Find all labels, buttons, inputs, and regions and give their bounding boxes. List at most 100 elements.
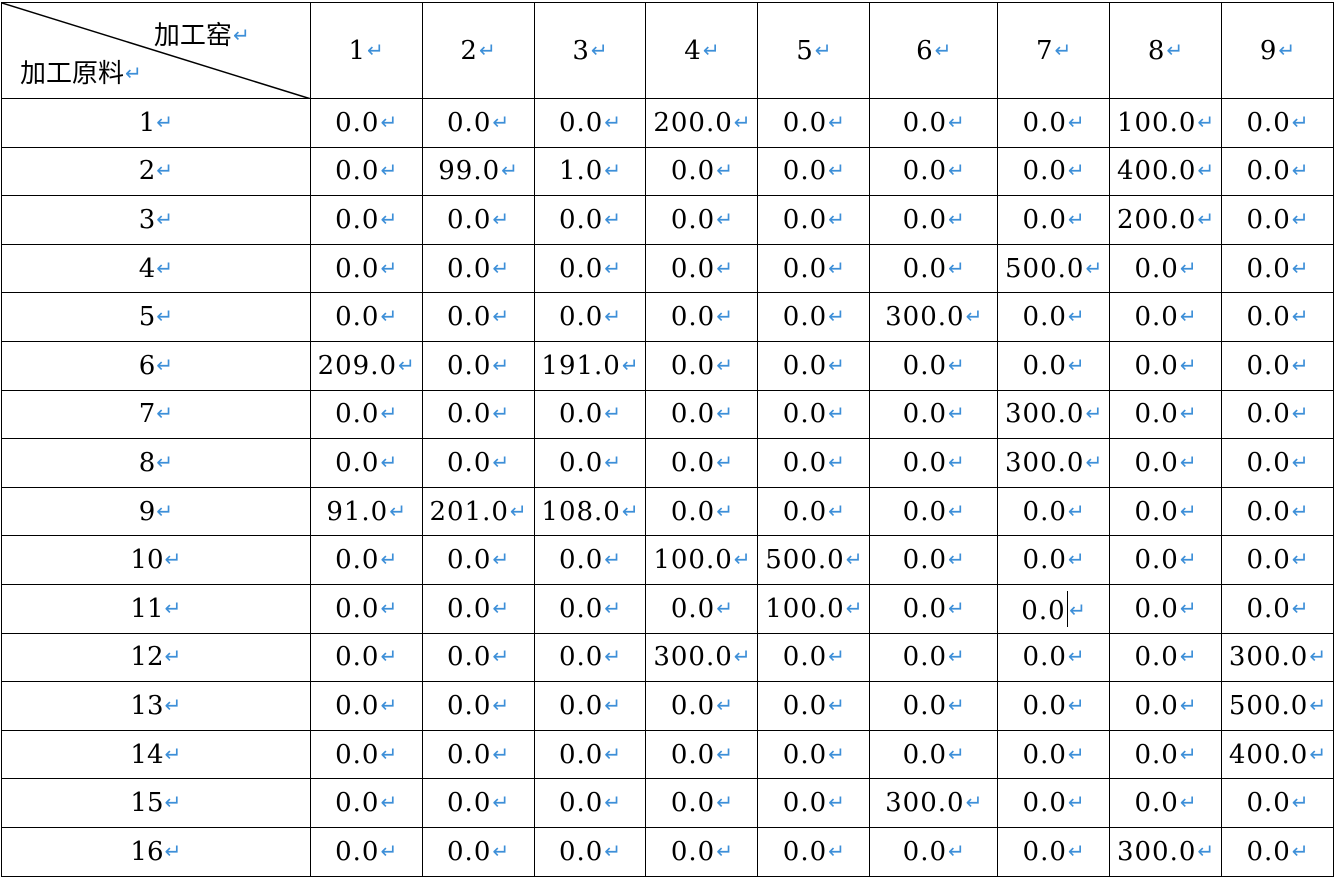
table-cell[interactable]: 0.0↵ bbox=[533, 195, 647, 245]
table-cell[interactable]: 91.0↵ bbox=[309, 486, 423, 537]
table-cell[interactable]: 100.0↵ bbox=[1109, 98, 1222, 148]
table-cell[interactable]: 500.0↵ bbox=[1221, 681, 1334, 731]
table-cell[interactable]: 0.0↵ bbox=[533, 292, 647, 342]
table-cell[interactable]: 0.0↵ bbox=[1221, 486, 1334, 537]
table-cell[interactable]: 0.0↵ bbox=[1109, 729, 1222, 780]
table-cell[interactable]: 209.0↵ bbox=[309, 340, 423, 391]
table-cell[interactable]: 0.0↵ bbox=[1221, 438, 1334, 488]
table-cell[interactable]: 0.0↵ bbox=[997, 195, 1111, 245]
table-cell[interactable]: 0.0↵ bbox=[757, 98, 871, 148]
table-cell[interactable]: 0.0↵ bbox=[1109, 389, 1222, 440]
table-cell[interactable]: 0.0↵ bbox=[533, 632, 647, 683]
table-cell[interactable]: 0.0↵ bbox=[997, 729, 1111, 780]
table-cell[interactable]: 0.0↵ bbox=[869, 195, 999, 245]
table-cell[interactable]: 0.0↵ bbox=[1221, 389, 1334, 440]
table-cell[interactable]: 0.0↵ bbox=[1109, 632, 1222, 683]
table-cell[interactable]: 0.0↵ bbox=[533, 583, 647, 634]
table-cell[interactable]: 0.0↵ bbox=[1221, 778, 1334, 828]
table-cell[interactable]: 0.0↵ bbox=[869, 583, 999, 634]
table-cell[interactable]: 0.0↵ bbox=[1109, 535, 1222, 585]
table-cell[interactable]: 0.0↵ bbox=[1109, 292, 1222, 342]
table-cell[interactable]: 0.0↵ bbox=[869, 535, 999, 585]
table-cell[interactable]: 0.0↵ bbox=[421, 729, 535, 780]
table-cell[interactable]: 0.0↵ bbox=[869, 681, 999, 731]
table-cell[interactable]: 200.0↵ bbox=[645, 98, 759, 148]
table-cell[interactable]: 100.0↵ bbox=[757, 583, 871, 634]
table-cell[interactable]: 0.0↵ bbox=[309, 826, 423, 877]
table-cell[interactable]: 0.0↵ bbox=[1109, 486, 1222, 537]
table-cell[interactable]: 0.0↵ bbox=[869, 340, 999, 391]
table-cell[interactable]: 0.0↵ bbox=[421, 535, 535, 585]
table-cell[interactable]: 0.0↵ bbox=[1109, 340, 1222, 391]
table-cell[interactable]: 0.0↵ bbox=[869, 146, 999, 197]
table-cell[interactable]: 0.0↵ bbox=[997, 632, 1111, 683]
table-cell[interactable]: 0.0↵ bbox=[421, 340, 535, 391]
table-cell[interactable]: 500.0↵ bbox=[997, 243, 1111, 294]
table-cell[interactable]: 0.0↵ bbox=[309, 778, 423, 828]
table-cell[interactable]: 0.0↵ bbox=[997, 826, 1111, 877]
table-cell[interactable]: 201.0↵ bbox=[421, 486, 535, 537]
table-cell[interactable]: 200.0↵ bbox=[1109, 195, 1222, 245]
table-cell[interactable]: 0.0↵ bbox=[997, 535, 1111, 585]
table-cell[interactable]: 0.0↵ bbox=[533, 98, 647, 148]
table-cell[interactable]: 0.0↵ bbox=[1221, 826, 1334, 877]
table-cell[interactable]: 400.0↵ bbox=[1221, 729, 1334, 780]
table-cell[interactable]: 0.0↵ bbox=[869, 438, 999, 488]
table-cell[interactable]: 191.0↵ bbox=[533, 340, 647, 391]
table-cell[interactable]: 0.0↵ bbox=[533, 778, 647, 828]
table-cell[interactable]: 0.0↵ bbox=[421, 681, 535, 731]
table-cell[interactable]: 300.0↵ bbox=[645, 632, 759, 683]
table-cell[interactable]: 0.0↵ bbox=[1221, 583, 1334, 634]
table-cell[interactable]: 0.0↵ bbox=[309, 195, 423, 245]
table-cell[interactable]: 0.0↵ bbox=[757, 438, 871, 488]
table-cell[interactable]: 0.0↵ bbox=[533, 681, 647, 731]
table-cell[interactable]: 0.0↵ bbox=[309, 632, 423, 683]
table-cell[interactable]: 0.0↵ bbox=[869, 243, 999, 294]
table-cell[interactable]: 0.0↵ bbox=[309, 681, 423, 731]
table-cell[interactable]: 0.0↵ bbox=[309, 146, 423, 197]
table-cell[interactable]: 0.0↵ bbox=[869, 632, 999, 683]
table-cell[interactable]: 0.0↵ bbox=[1221, 243, 1334, 294]
table-cell[interactable]: 0.0↵ bbox=[757, 340, 871, 391]
table-cell[interactable]: 0.0↵ bbox=[1109, 243, 1222, 294]
table-cell[interactable]: 0.0↵ bbox=[997, 146, 1111, 197]
table-cell[interactable]: 0.0↵ bbox=[645, 826, 759, 877]
table-cell[interactable]: 0.0↵ bbox=[997, 681, 1111, 731]
table-cell[interactable]: 0.0↵ bbox=[757, 243, 871, 294]
table-cell[interactable]: 0.0↵ bbox=[1109, 438, 1222, 488]
table-cell[interactable]: 0.0↵ bbox=[1109, 681, 1222, 731]
table-cell[interactable]: 300.0↵ bbox=[869, 778, 999, 828]
table-cell[interactable]: 0.0↵ bbox=[997, 778, 1111, 828]
table-cell[interactable]: 0.0↵ bbox=[1109, 778, 1222, 828]
table-cell[interactable]: 0.0↵ bbox=[645, 292, 759, 342]
table-cell[interactable]: 0.0↵ bbox=[1221, 340, 1334, 391]
table-cell[interactable]: 400.0↵ bbox=[1109, 146, 1222, 197]
table-cell[interactable]: 0.0↵ bbox=[533, 826, 647, 877]
table-cell[interactable]: 0.0↵ bbox=[997, 98, 1111, 148]
table-cell[interactable]: 0.0↵ bbox=[757, 146, 871, 197]
table-cell[interactable]: 0.0↵ bbox=[1221, 535, 1334, 585]
table-cell[interactable]: 1.0↵ bbox=[533, 146, 647, 197]
table-cell[interactable]: 0.0↵ bbox=[309, 535, 423, 585]
table-cell[interactable]: 0.0↵ bbox=[869, 98, 999, 148]
table-cell[interactable]: 0.0↵ bbox=[421, 195, 535, 245]
table-cell[interactable]: 0.0↵ bbox=[309, 583, 423, 634]
table-cell[interactable]: 0.0↵ bbox=[757, 486, 871, 537]
table-cell[interactable]: 99.0↵ bbox=[421, 146, 535, 197]
table-cell[interactable]: 0.0↵ bbox=[421, 826, 535, 877]
table-cell[interactable]: 0.0↵ bbox=[645, 195, 759, 245]
table-cell[interactable]: 0.0↵ bbox=[533, 535, 647, 585]
table-cell[interactable]: 0.0↵ bbox=[309, 438, 423, 488]
table-cell[interactable]: 100.0↵ bbox=[645, 535, 759, 585]
table-cell[interactable]: 0.0↵ bbox=[869, 826, 999, 877]
table-cell[interactable]: 0.0↵ bbox=[997, 583, 1111, 634]
table-cell[interactable]: 0.0↵ bbox=[757, 389, 871, 440]
table-cell[interactable]: 300.0↵ bbox=[997, 438, 1111, 488]
table-cell[interactable]: 0.0↵ bbox=[757, 292, 871, 342]
table-cell[interactable]: 0.0↵ bbox=[997, 340, 1111, 391]
table-cell[interactable]: 0.0↵ bbox=[1221, 292, 1334, 342]
table-cell[interactable]: 0.0↵ bbox=[757, 681, 871, 731]
table-cell[interactable]: 300.0↵ bbox=[997, 389, 1111, 440]
table-cell[interactable]: 0.0↵ bbox=[421, 292, 535, 342]
table-cell[interactable]: 0.0↵ bbox=[757, 826, 871, 877]
